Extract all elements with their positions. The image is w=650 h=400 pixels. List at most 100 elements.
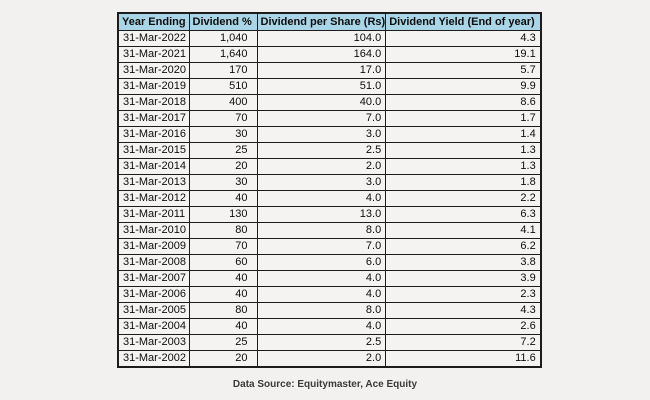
table-row: 31-Mar-2015 25 2.5 1.3 xyxy=(117,142,542,159)
col-header-dividend-pct: Dividend % xyxy=(188,12,258,31)
year-cell: 31-Mar-2008 xyxy=(117,254,190,271)
dividend-per-share-cell: 40.0 xyxy=(256,94,387,111)
dividend-yield-cell: 1.3 xyxy=(385,158,542,175)
year-cell: 31-Mar-2016 xyxy=(117,126,190,143)
dividend-yield-cell: 2.3 xyxy=(385,286,542,303)
dividend-yield-cell: 9.9 xyxy=(385,78,542,95)
dividend-yield-cell: 3.8 xyxy=(385,254,542,271)
dividend-per-share-cell: 8.0 xyxy=(256,302,387,319)
table-row: 31-Mar-2022 1,040 104.0 4.3 xyxy=(117,30,542,47)
dividend-yield-cell: 4.1 xyxy=(385,222,542,239)
table-row: 31-Mar-2007 40 4.0 3.9 xyxy=(117,270,542,287)
dividend-per-share-cell: 2.5 xyxy=(256,142,387,159)
col-header-dividend-yield: Dividend Yield (End of year) xyxy=(385,12,542,31)
dividend-pct-cell: 1,640 xyxy=(188,46,258,63)
table-row: 31-Mar-2017 70 7.0 1.7 xyxy=(117,110,542,127)
dividend-per-share-cell: 7.0 xyxy=(256,238,387,255)
dividend-pct-cell: 40 xyxy=(188,190,258,207)
dividend-yield-cell: 6.2 xyxy=(385,238,542,255)
table-row: 31-Mar-2021 1,640 164.0 19.1 xyxy=(117,46,542,63)
table-row: 31-Mar-2013 30 3.0 1.8 xyxy=(117,174,542,191)
dividend-yield-cell: 4.3 xyxy=(385,302,542,319)
dividend-pct-cell: 25 xyxy=(188,334,258,351)
dividend-per-share-cell: 4.0 xyxy=(256,286,387,303)
dividend-pct-cell: 30 xyxy=(188,174,258,191)
dividend-pct-cell: 20 xyxy=(188,350,258,368)
year-cell: 31-Mar-2003 xyxy=(117,334,190,351)
dividend-yield-cell: 7.2 xyxy=(385,334,542,351)
table-row: 31-Mar-2002 20 2.0 11.6 xyxy=(117,350,542,368)
year-cell: 31-Mar-2015 xyxy=(117,142,190,159)
dividend-yield-cell: 11.6 xyxy=(385,350,542,368)
dividend-pct-cell: 40 xyxy=(188,318,258,335)
year-cell: 31-Mar-2002 xyxy=(117,350,190,368)
dividend-yield-cell: 5.7 xyxy=(385,62,542,79)
year-cell: 31-Mar-2009 xyxy=(117,238,190,255)
year-cell: 31-Mar-2010 xyxy=(117,222,190,239)
year-cell: 31-Mar-2011 xyxy=(117,206,190,223)
table-row: 31-Mar-2016 30 3.0 1.4 xyxy=(117,126,542,143)
dividend-per-share-cell: 2.0 xyxy=(256,158,387,175)
table-row: 31-Mar-2020 170 17.0 5.7 xyxy=(117,62,542,79)
year-cell: 31-Mar-2021 xyxy=(117,46,190,63)
dividend-yield-cell: 8.6 xyxy=(385,94,542,111)
dividend-yield-cell: 1.7 xyxy=(385,110,542,127)
dividend-pct-cell: 30 xyxy=(188,126,258,143)
dividend-per-share-cell: 51.0 xyxy=(256,78,387,95)
dividend-yield-cell: 2.2 xyxy=(385,190,542,207)
dividend-per-share-cell: 17.0 xyxy=(256,62,387,79)
dividend-yield-cell: 3.9 xyxy=(385,270,542,287)
year-cell: 31-Mar-2007 xyxy=(117,270,190,287)
dividend-per-share-cell: 2.5 xyxy=(256,334,387,351)
dividend-yield-cell: 4.3 xyxy=(385,30,542,47)
dividend-pct-cell: 510 xyxy=(188,78,258,95)
year-cell: 31-Mar-2020 xyxy=(117,62,190,79)
dividend-per-share-cell: 3.0 xyxy=(256,174,387,191)
dividend-pct-cell: 25 xyxy=(188,142,258,159)
dividend-pct-cell: 80 xyxy=(188,222,258,239)
dividend-per-share-cell: 8.0 xyxy=(256,222,387,239)
year-cell: 31-Mar-2022 xyxy=(117,30,190,47)
table-row: 31-Mar-2019 510 51.0 9.9 xyxy=(117,78,542,95)
dividend-per-share-cell: 104.0 xyxy=(256,30,387,47)
year-cell: 31-Mar-2018 xyxy=(117,94,190,111)
dividend-pct-cell: 20 xyxy=(188,158,258,175)
year-cell: 31-Mar-2012 xyxy=(117,190,190,207)
year-cell: 31-Mar-2019 xyxy=(117,78,190,95)
dividend-yield-cell: 1.3 xyxy=(385,142,542,159)
dividend-yield-cell: 1.4 xyxy=(385,126,542,143)
year-cell: 31-Mar-2013 xyxy=(117,174,190,191)
year-cell: 31-Mar-2005 xyxy=(117,302,190,319)
dividend-per-share-cell: 13.0 xyxy=(256,206,387,223)
table-row: 31-Mar-2011 130 13.0 6.3 xyxy=(117,206,542,223)
dividend-per-share-cell: 3.0 xyxy=(256,126,387,143)
table-row: 31-Mar-2004 40 4.0 2.6 xyxy=(117,318,542,335)
dividend-per-share-cell: 2.0 xyxy=(256,350,387,368)
dividend-yield-cell: 1.8 xyxy=(385,174,542,191)
dividend-pct-cell: 80 xyxy=(188,302,258,319)
table-row: 31-Mar-2010 80 8.0 4.1 xyxy=(117,222,542,239)
table-row: 31-Mar-2018 400 40.0 8.6 xyxy=(117,94,542,111)
dividend-yield-cell: 2.6 xyxy=(385,318,542,335)
dividend-pct-cell: 60 xyxy=(188,254,258,271)
year-cell: 31-Mar-2014 xyxy=(117,158,190,175)
dividend-per-share-cell: 164.0 xyxy=(256,46,387,63)
table-body: 31-Mar-2022 1,040 104.0 4.3 31-Mar-2021 1,640… xyxy=(117,30,542,368)
table-row: 31-Mar-2014 20 2.0 1.3 xyxy=(117,158,542,175)
dividend-history-table-container: Year Ending Dividend % Dividend per Shar… xyxy=(117,12,542,368)
dividend-per-share-cell: 4.0 xyxy=(256,270,387,287)
table-row: 31-Mar-2012 40 4.0 2.2 xyxy=(117,190,542,207)
col-header-dividend-per-share: Dividend per Share (Rs) xyxy=(256,12,387,31)
year-cell: 31-Mar-2006 xyxy=(117,286,190,303)
dividend-pct-cell: 170 xyxy=(188,62,258,79)
dividend-pct-cell: 130 xyxy=(188,206,258,223)
dividend-yield-cell: 19.1 xyxy=(385,46,542,63)
year-cell: 31-Mar-2017 xyxy=(117,110,190,127)
header-row: Year Ending Dividend % Dividend per Shar… xyxy=(117,12,542,31)
dividend-yield-cell: 6.3 xyxy=(385,206,542,223)
table-row: 31-Mar-2006 40 4.0 2.3 xyxy=(117,286,542,303)
year-cell: 31-Mar-2004 xyxy=(117,318,190,335)
table-row: 31-Mar-2003 25 2.5 7.2 xyxy=(117,334,542,351)
dividend-pct-cell: 40 xyxy=(188,270,258,287)
table-row: 31-Mar-2009 70 7.0 6.2 xyxy=(117,238,542,255)
